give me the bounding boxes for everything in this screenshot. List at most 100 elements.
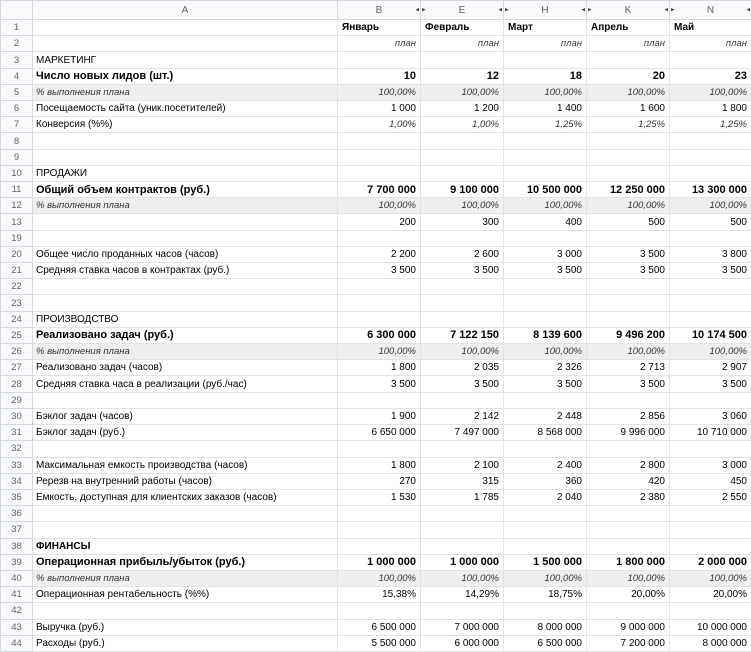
cell[interactable]: 7 700 000 [337,181,421,199]
row-header[interactable]: 32 [0,440,33,458]
cell[interactable] [669,148,751,166]
cell[interactable]: 8 000 000 [503,618,587,636]
cell[interactable]: Расходы (руб.) [32,634,338,652]
cell[interactable]: 20,00% [586,586,670,604]
cell[interactable]: план [503,35,587,53]
cell[interactable]: Общее число проданных часов (часов) [32,245,338,264]
cell[interactable]: 500 [586,213,670,231]
cell[interactable] [586,148,670,166]
cell[interactable] [669,229,751,247]
cell[interactable]: 10 500 000 [503,181,587,199]
row-header[interactable]: 37 [0,521,33,539]
cell[interactable] [420,229,504,247]
cell[interactable]: 3 500 [420,262,504,280]
cell[interactable] [337,602,421,620]
cell[interactable] [420,521,504,539]
row-header[interactable]: 44 [0,634,33,652]
cell[interactable] [669,505,751,523]
unhide-columns-icon[interactable]: ◂ [581,6,585,14]
cell[interactable]: Выручка (руб.) [32,618,338,636]
cell[interactable] [586,602,670,620]
cell[interactable] [32,132,338,150]
cell[interactable]: 10 710 000 [669,424,751,442]
cell[interactable] [420,51,504,69]
cell[interactable]: 1,00% [337,116,421,134]
cell[interactable]: 100,00% [337,197,421,215]
cell[interactable]: 3 500 [669,375,751,393]
row-header[interactable]: 20 [0,245,33,264]
cell[interactable]: 2 040 [503,488,587,507]
unhide-columns-icon[interactable]: ◂ [415,6,419,14]
cell[interactable]: Апрель [586,19,670,37]
cell[interactable] [337,294,421,312]
cell[interactable] [32,19,338,37]
cell[interactable] [503,310,587,328]
cell[interactable]: Операционная рентабельность (%%) [32,586,338,604]
cell[interactable]: 3 500 [420,375,504,393]
cell[interactable] [420,602,504,620]
cell[interactable] [337,51,421,69]
cell[interactable]: 18,75% [503,586,587,604]
cell[interactable] [420,132,504,150]
row-header[interactable]: 9 [0,148,33,166]
cell[interactable]: Реализовано задач (часов) [32,359,338,377]
cell[interactable]: 3 500 [586,375,670,393]
cell[interactable]: Январь [337,19,421,37]
cell[interactable] [32,35,338,53]
cell[interactable]: 1 800 [669,100,751,118]
row-header[interactable]: 34 [0,472,33,490]
cell[interactable] [669,537,751,555]
row-header[interactable]: 35 [0,488,33,507]
cell[interactable]: 1 530 [337,488,421,507]
cell[interactable]: 9 100 000 [420,181,504,199]
cell[interactable] [32,213,338,231]
cell[interactable]: 3 500 [337,375,421,393]
cell[interactable]: 100,00% [420,569,504,588]
cell[interactable]: 3 800 [669,245,751,264]
cell[interactable]: 1 500 000 [503,553,587,571]
cell[interactable]: 2 100 [420,456,504,474]
cell[interactable]: 500 [669,213,751,231]
cell[interactable]: 3 500 [586,262,670,280]
cell[interactable] [32,521,338,539]
cell[interactable]: 10 [337,67,421,85]
column-header-B[interactable]: B ◂ [337,0,421,21]
cell[interactable]: Ререзв на внутренний работы (часов) [32,472,338,490]
cell[interactable]: 13 300 000 [669,181,751,199]
row-header[interactable]: 13 [0,213,33,231]
cell[interactable] [669,294,751,312]
cell[interactable]: % выполнения плана [32,197,338,215]
cell[interactable] [32,148,338,166]
cell[interactable]: Число новых лидов (шт.) [32,67,338,85]
cell[interactable]: 1,25% [669,116,751,134]
cell[interactable]: 1 800 000 [586,553,670,571]
cell[interactable] [337,537,421,555]
row-header[interactable]: 10 [0,164,33,183]
row-header[interactable]: 43 [0,618,33,636]
cell[interactable]: Емкость, доступная для клиентских заказо… [32,488,338,507]
cell[interactable]: 10 174 500 [669,326,751,345]
row-header[interactable]: 29 [0,391,33,409]
cell[interactable]: 100,00% [669,569,751,588]
column-header-N[interactable]: ▸ N ◂ [669,0,751,21]
row-header[interactable]: 25 [0,326,33,345]
cell[interactable]: 360 [503,472,587,490]
row-header[interactable]: 31 [0,424,33,442]
cell[interactable]: Конверсия (%%) [32,116,338,134]
cell[interactable] [337,229,421,247]
cell[interactable]: 12 250 000 [586,181,670,199]
cell[interactable]: 100,00% [503,343,587,361]
row-header[interactable]: 39 [0,553,33,571]
cell[interactable] [32,278,338,296]
cell[interactable] [503,164,587,183]
column-header-A[interactable]: A [32,0,338,21]
cell[interactable] [420,440,504,458]
cell[interactable]: 100,00% [420,197,504,215]
cell[interactable]: 1 600 [586,100,670,118]
cell[interactable]: 1 200 [420,100,504,118]
cell[interactable]: план [420,35,504,53]
row-header[interactable]: 38 [0,537,33,555]
cell[interactable]: 2 856 [586,407,670,426]
cell[interactable]: 6 650 000 [337,424,421,442]
cell[interactable] [669,132,751,150]
